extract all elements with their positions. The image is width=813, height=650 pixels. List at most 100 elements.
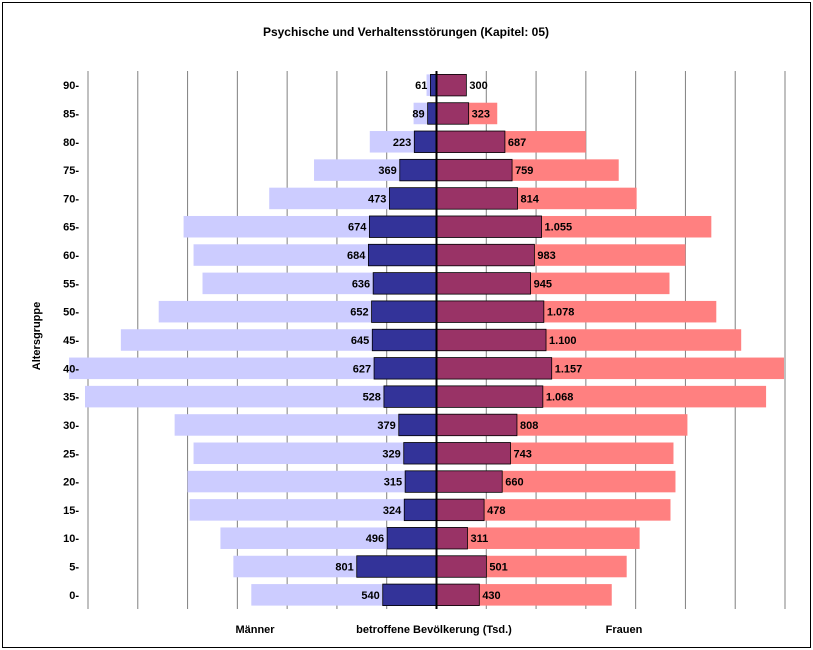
male-data-label: 636 — [352, 278, 370, 290]
male-data-label: 369 — [378, 165, 396, 177]
male-data-label: 315 — [384, 477, 402, 489]
female-data-label: 1.068 — [546, 392, 574, 404]
male-population-bar — [158, 300, 437, 323]
male-affected-bar — [413, 130, 437, 153]
male-data-label: 473 — [368, 193, 386, 205]
female-affected-bar — [436, 385, 544, 408]
male-population-bar — [220, 527, 437, 549]
female-affected-bar — [436, 328, 547, 352]
y-tick-label: 60- — [63, 250, 79, 262]
male-affected-bar — [372, 272, 437, 295]
y-tick-label: 35- — [63, 392, 79, 404]
x-axis-label: betroffene Bevölkerung (Tsd.) — [356, 624, 512, 636]
female-data-label: 808 — [520, 420, 538, 432]
female-data-label: 983 — [537, 250, 555, 262]
female-affected-bar — [436, 300, 545, 323]
male-population-bar — [69, 357, 437, 380]
y-tick-label: 55- — [63, 278, 79, 290]
female-affected-bar — [436, 357, 553, 380]
y-tick-label: 90- — [63, 80, 79, 92]
chart-title: Psychische und Verhaltensstörungen (Kapi… — [263, 25, 549, 39]
y-tick-labels: 90- 85- 80- 75- 70- 65- 60- 55- 50- 45- 40- 35- 30- 2… — [63, 80, 79, 602]
y-tick-label: 45- — [63, 335, 79, 347]
male-affected-bar — [399, 158, 437, 182]
male-affected-bar — [373, 357, 437, 380]
y-tick-label: 10- — [63, 533, 79, 545]
male-data-label: 324 — [383, 505, 402, 517]
male-population-bar — [187, 470, 437, 493]
male-population-bar — [174, 414, 437, 436]
male-affected-bar — [371, 300, 437, 323]
y-tick-label: 70- — [63, 193, 79, 205]
male-data-label: 627 — [353, 363, 371, 375]
male-data-label: 801 — [335, 562, 353, 574]
male-affected-bar — [367, 243, 437, 267]
male-affected-bar — [427, 102, 437, 125]
y-tick-label: 5- — [69, 562, 79, 574]
female-affected-bar — [436, 413, 518, 437]
male-data-label: 496 — [366, 533, 384, 545]
male-data-label: 645 — [351, 335, 369, 347]
male-data-label: 223 — [393, 137, 411, 149]
male-affected-bar — [403, 498, 437, 522]
male-affected-bar — [382, 583, 437, 607]
female-data-label: 945 — [534, 278, 552, 290]
male-affected-bar — [389, 187, 437, 210]
female-population-bar — [436, 499, 671, 521]
male-affected-bar — [368, 215, 437, 238]
male-data-label: 684 — [347, 250, 366, 262]
male-data-label: 329 — [382, 448, 400, 460]
female-data-label: 1.078 — [547, 307, 575, 319]
y-tick-label: 15- — [63, 505, 79, 517]
female-affected-bar — [436, 243, 535, 267]
y-tick-label: 20- — [63, 477, 79, 489]
female-data-label: 478 — [487, 505, 505, 517]
male-affected-bar — [386, 527, 437, 550]
male-data-label: 61 — [415, 80, 427, 92]
y-tick-label: 85- — [63, 108, 79, 120]
left-series-label: Männer — [235, 624, 275, 636]
male-data-label: 674 — [348, 222, 367, 234]
data-labels: 61 300 89 323 223 687 369 759 473 814 674 1.055 684 9… — [335, 80, 582, 602]
y-axis-label: Altersgruppe — [31, 302, 43, 370]
male-population-bar — [120, 329, 437, 351]
female-population-bar — [436, 584, 612, 606]
female-affected-bar — [436, 187, 518, 210]
female-data-label: 501 — [489, 562, 507, 574]
male-population-bar — [85, 385, 437, 408]
female-data-label: 1.100 — [549, 335, 577, 347]
female-population-bar — [436, 527, 640, 549]
male-affected-bar — [403, 442, 437, 465]
female-affected-bar — [436, 272, 531, 295]
female-data-label: 311 — [470, 533, 488, 545]
female-data-label: 743 — [513, 448, 531, 460]
y-tick-label: 75- — [63, 165, 79, 177]
female-affected-bar — [436, 73, 467, 97]
female-data-label: 323 — [472, 108, 490, 120]
female-data-label: 430 — [482, 590, 500, 602]
male-population-bar — [193, 442, 437, 465]
affected-bars — [356, 73, 553, 607]
y-tick-label: 80- — [63, 137, 79, 149]
male-population-bar — [189, 499, 437, 521]
female-data-label: 814 — [521, 193, 540, 205]
female-affected-bar — [436, 555, 487, 578]
male-data-label: 652 — [350, 307, 368, 319]
female-affected-bar — [436, 158, 513, 182]
female-data-label: 300 — [469, 80, 487, 92]
female-affected-bar — [436, 442, 511, 465]
female-affected-bar — [436, 527, 468, 550]
female-data-label: 687 — [508, 137, 526, 149]
female-data-label: 759 — [515, 165, 533, 177]
y-tick-label: 30- — [63, 420, 79, 432]
male-affected-bar — [398, 413, 437, 437]
y-tick-label: 25- — [63, 448, 79, 460]
male-affected-bar — [383, 385, 437, 408]
female-affected-bar — [436, 215, 542, 238]
male-affected-bar — [371, 328, 437, 352]
male-data-label: 89 — [412, 108, 424, 120]
y-tick-label: 65- — [63, 222, 79, 234]
male-affected-bar — [356, 555, 437, 578]
female-affected-bar — [436, 102, 470, 125]
